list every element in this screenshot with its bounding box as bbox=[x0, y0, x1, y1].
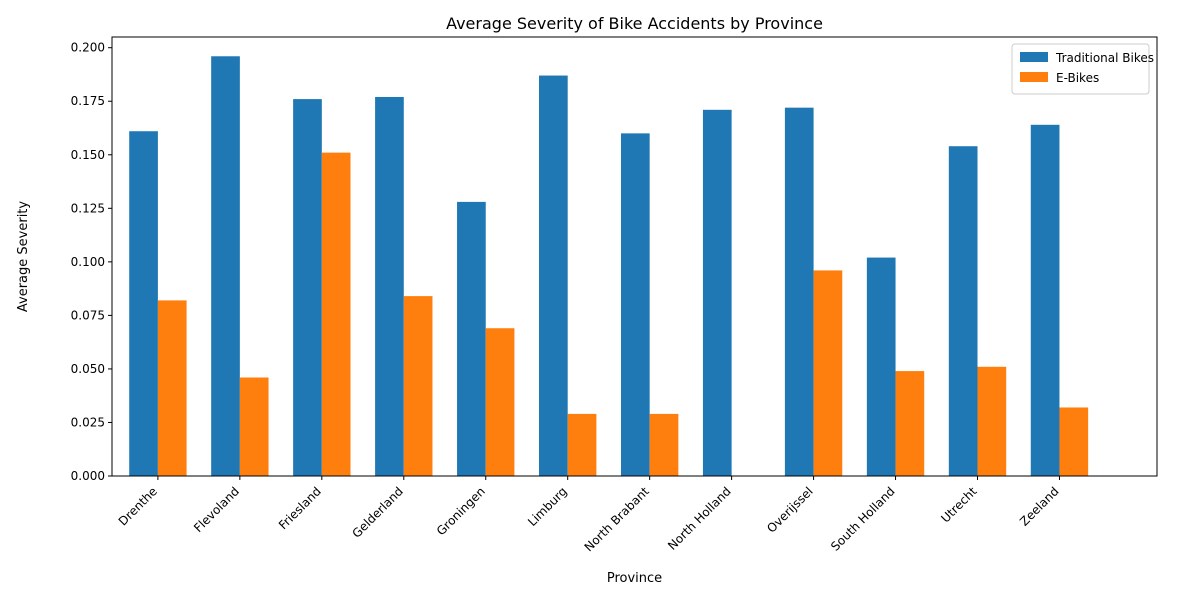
x-axis: Drenthe Flevoland Friesland Gelderland Groni… bbox=[116, 476, 1062, 554]
x-tick-label: Drenthe bbox=[116, 484, 160, 528]
y-axis: 0.000 0.025 0.050 0.075 0.100 0.125 0.150 0.175… bbox=[71, 41, 112, 483]
x-tick-label: Limburg bbox=[525, 484, 570, 529]
y-tick-label: 0.025 bbox=[71, 415, 105, 429]
bar-ebike-utrecht bbox=[977, 366, 1007, 476]
y-tick-label: 0.200 bbox=[71, 41, 105, 55]
bar-ebike-gelderland bbox=[403, 296, 433, 476]
bar-traditional-gelderland bbox=[375, 96, 404, 477]
y-tick-label: 0.175 bbox=[71, 94, 105, 108]
x-tick-label: Flevoland bbox=[191, 484, 242, 535]
y-tick-label: 0.100 bbox=[71, 255, 105, 269]
y-tick-label: 0.075 bbox=[71, 308, 105, 322]
bar-traditional-flevoland bbox=[211, 56, 240, 477]
legend-label: Traditional Bikes bbox=[1055, 51, 1154, 65]
y-tick-label: 0.150 bbox=[71, 148, 105, 162]
x-tick-label: Utrecht bbox=[938, 484, 980, 526]
x-tick-label: South Holland bbox=[828, 484, 898, 554]
x-tick-label: Gelderland bbox=[349, 484, 405, 540]
bar-traditional-utrecht bbox=[948, 146, 978, 476]
x-tick-label: Zeeland bbox=[1017, 484, 1061, 528]
x-tick-label: North Holland bbox=[665, 484, 734, 553]
bar-ebike-north-brabant bbox=[649, 413, 679, 476]
bar-ebike-south-holland bbox=[895, 371, 925, 476]
chart-title: Average Severity of Bike Accidents by Pr… bbox=[446, 14, 823, 33]
bar-ebike-friesland bbox=[321, 152, 351, 476]
x-axis-title: Province bbox=[607, 571, 662, 586]
bar-traditional-zeeland bbox=[1030, 124, 1060, 477]
bar-traditional-limburg bbox=[539, 75, 568, 477]
bar-traditional-overijssel bbox=[784, 107, 814, 477]
legend-swatch bbox=[1020, 52, 1048, 62]
bar-traditional-north-holland bbox=[702, 109, 732, 476]
legend-swatch bbox=[1020, 72, 1048, 82]
plot-frame bbox=[111, 36, 1158, 477]
bar-ebike-overijssel bbox=[813, 270, 843, 476]
y-tick-label: 0.125 bbox=[71, 201, 105, 215]
x-tick-label: North Brabant bbox=[582, 484, 652, 554]
bar-ebike-groningen bbox=[485, 328, 515, 476]
bar-traditional-groningen bbox=[457, 201, 486, 476]
legend: Traditional Bikes E-Bikes bbox=[1011, 43, 1154, 95]
bars-layer bbox=[129, 56, 1089, 477]
bar-traditional-drenthe bbox=[129, 131, 158, 476]
x-tick-label: Friesland bbox=[276, 484, 324, 532]
bar-ebike-limburg bbox=[567, 413, 597, 476]
x-tick-label: Overijssel bbox=[764, 484, 815, 535]
bar-traditional-south-holland bbox=[866, 257, 896, 476]
bar-ebike-flevoland bbox=[239, 377, 269, 476]
y-axis-title: Average Severity bbox=[16, 201, 31, 313]
bar-traditional-north-brabant bbox=[620, 133, 650, 477]
x-tick-label: Groningen bbox=[434, 484, 488, 538]
bar-ebike-drenthe bbox=[157, 300, 187, 476]
y-tick-label: 0.000 bbox=[71, 469, 105, 483]
bar-ebike-zeeland bbox=[1059, 407, 1089, 476]
legend-label: E-Bikes bbox=[1056, 71, 1099, 85]
bar-traditional-friesland bbox=[293, 99, 322, 476]
y-tick-label: 0.050 bbox=[71, 362, 105, 376]
